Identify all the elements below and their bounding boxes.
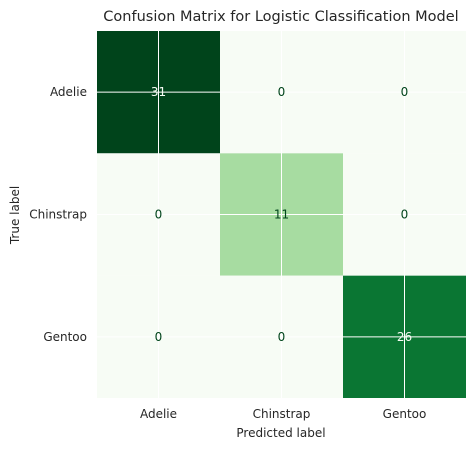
y-tick-label: Adelie xyxy=(50,85,87,99)
gridlines xyxy=(97,31,466,398)
y-tick-labels: Adelie Chinstrap Gentoo xyxy=(29,85,87,344)
x-tick-label: Gentoo xyxy=(383,407,427,421)
x-tick-label: Chinstrap xyxy=(253,407,311,421)
cell-value-label: 0 xyxy=(278,85,286,99)
x-tick-label: Adelie xyxy=(140,407,177,421)
y-axis-label: True label xyxy=(8,186,22,245)
x-axis-label: Predicted label xyxy=(236,426,325,440)
x-tick-labels: Adelie Chinstrap Gentoo xyxy=(140,407,426,421)
cell-labels: 31 0 0 0 11 0 0 0 26 xyxy=(151,85,412,344)
cell-value-label: 0 xyxy=(155,330,163,344)
cell-value-label: 0 xyxy=(401,85,409,99)
cell-value-label: 0 xyxy=(401,208,409,222)
cell-value-label: 0 xyxy=(155,208,163,222)
cell-value-label: 26 xyxy=(397,330,412,344)
y-tick-label: Chinstrap xyxy=(29,208,87,222)
cell-value-label: 11 xyxy=(274,208,289,222)
y-tick-label: Gentoo xyxy=(43,330,87,344)
chart-title: Confusion Matrix for Logistic Classifica… xyxy=(103,9,458,25)
cell-value-label: 0 xyxy=(278,330,286,344)
cell-value-label: 31 xyxy=(151,85,166,99)
